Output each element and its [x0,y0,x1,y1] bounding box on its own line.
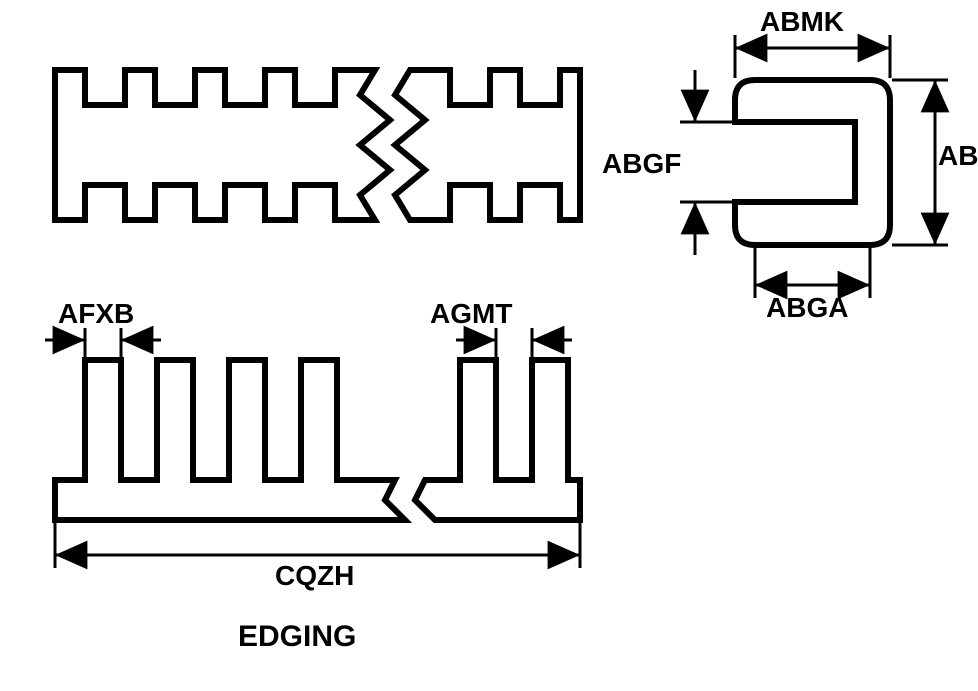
label-abmk: ABMK [760,6,844,38]
diagram-svg [0,0,978,691]
top-strip-shape [55,70,580,220]
label-cqzh: CQZH [275,560,354,592]
label-afxb: AFXB [58,298,134,330]
label-agmt: AGMT [430,298,512,330]
label-abgf: ABGF [602,148,681,180]
diagram-title: EDGING [238,620,356,654]
label-abkw: ABKW [938,140,978,172]
bottom-comb-shape [55,360,580,520]
cross-section-shape [735,80,890,245]
label-abga: ABGA [766,292,848,324]
